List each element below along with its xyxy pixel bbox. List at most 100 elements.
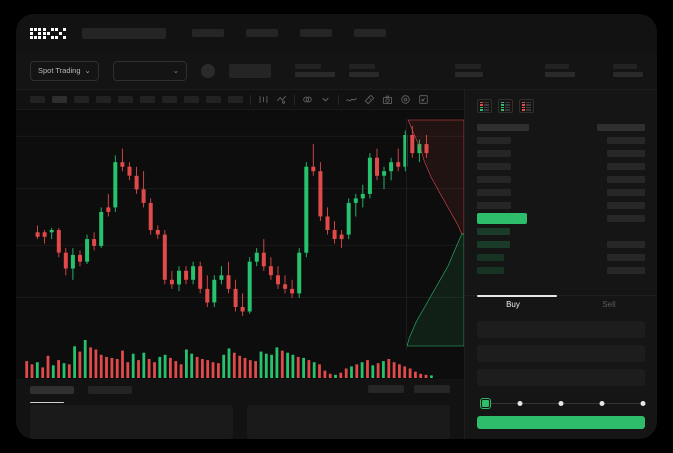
orderbook-price-cell [477, 124, 529, 131]
settings-gear-icon[interactable] [400, 94, 411, 105]
line-chart-icon[interactable] [346, 94, 357, 105]
bottom-btn-cancel-all[interactable] [414, 385, 450, 393]
pair-dropdown[interactable]: ⌄ [112, 60, 188, 81]
stat-high-24h [455, 64, 483, 77]
orderbook-size-cell [607, 176, 645, 183]
tab-buy[interactable]: Buy [506, 300, 520, 310]
toolbar-divider [338, 94, 339, 105]
tf-1h-button[interactable] [118, 96, 133, 103]
bottom-panel-right [247, 405, 450, 439]
ob-view-asks-only-icon[interactable] [519, 99, 534, 113]
orderbook-size-cell [607, 150, 645, 157]
orderbook-price-cell [477, 137, 511, 144]
tf-1w-button[interactable] [184, 96, 199, 103]
orderbook-row[interactable] [477, 212, 645, 225]
volume-histogram [25, 340, 433, 378]
stat-volume-24h [613, 64, 643, 77]
search-input[interactable] [82, 27, 166, 39]
orderbook-size-cell [607, 241, 645, 248]
tf-4h-button[interactable] [140, 96, 155, 103]
nav-item-more[interactable] [354, 29, 386, 37]
orderbook-price-cell [477, 267, 504, 274]
trading-app-screen: Spot Trading ⌄ ⌄ [16, 14, 657, 439]
candlestick-chart[interactable] [16, 110, 464, 328]
orderbook-price-cell [477, 163, 511, 170]
pair-name [229, 63, 271, 78]
bottom-orders-section [16, 379, 464, 439]
bottom-panels [16, 405, 464, 439]
tf-5m-button[interactable] [52, 96, 67, 103]
logo-glyph-o [30, 27, 41, 39]
orderbook-row[interactable] [477, 147, 645, 160]
fullscreen-icon[interactable] [418, 94, 429, 105]
orderbook-row[interactable] [477, 160, 645, 173]
tf-30m-button[interactable] [96, 96, 111, 103]
orderbook-row[interactable] [477, 173, 645, 186]
orderbook-row[interactable] [477, 199, 645, 212]
toolbar-divider [250, 94, 251, 105]
slider-handle[interactable] [481, 398, 490, 408]
orderbook-price-cell [477, 176, 511, 183]
active-tab-underline [30, 401, 64, 403]
orderbook-price-cell [477, 228, 510, 235]
order-total-field[interactable] [477, 369, 645, 387]
orderbook[interactable] [465, 119, 657, 291]
orderbook-size-cell [607, 202, 645, 209]
nav-item-markets[interactable] [246, 29, 278, 37]
ob-view-both-icon[interactable] [477, 99, 492, 113]
stat-change-24h [349, 64, 379, 77]
chevron-down-icon: ⌄ [172, 66, 180, 75]
orderbook-price-cell [477, 254, 504, 261]
orderbook-size-cell [597, 124, 645, 131]
order-amount-field[interactable] [477, 345, 645, 363]
orderbook-row[interactable] [477, 264, 645, 277]
orderbook-row[interactable] [477, 225, 645, 238]
orderbook-view-toggles [465, 90, 657, 119]
tf-15m-button[interactable] [74, 96, 89, 103]
bottom-btn-hide-other-pairs[interactable] [368, 385, 404, 393]
nav-item-buy-crypto[interactable] [192, 29, 224, 37]
coin-avatar [201, 63, 216, 78]
tab-open-orders[interactable] [30, 386, 74, 394]
tab-order-history[interactable] [88, 386, 132, 394]
tab-sell[interactable]: Sell [602, 300, 616, 310]
compare-icon[interactable] [302, 94, 313, 105]
orderbook-row[interactable] [477, 238, 645, 251]
indicators-icon[interactable] [276, 94, 287, 105]
tf-1mo-button[interactable] [206, 96, 221, 103]
orderbook-price-cell [477, 213, 527, 224]
tf-1d-button[interactable] [162, 96, 177, 103]
tf-more-button[interactable] [228, 96, 243, 103]
ob-view-bids-only-icon[interactable] [498, 99, 513, 113]
orderbook-price-cell [477, 150, 511, 157]
chart-toolbar [16, 90, 464, 110]
slider-step-100[interactable] [640, 400, 646, 406]
slider-step-50[interactable] [558, 400, 564, 406]
trading-mode-label: Spot Trading [38, 66, 81, 75]
candlestick-icon[interactable] [258, 94, 269, 105]
slider-step-25[interactable] [517, 400, 523, 406]
chevron-down-icon[interactable] [320, 94, 331, 105]
order-amount-slider[interactable] [479, 397, 646, 409]
stat-last-price [295, 64, 335, 77]
camera-icon[interactable] [382, 94, 393, 105]
nav-item-trade[interactable] [300, 29, 332, 37]
order-price-field[interactable] [477, 321, 645, 339]
submit-order-button[interactable] [477, 416, 645, 429]
slider-step-75[interactable] [599, 400, 605, 406]
trading-mode-dropdown[interactable]: Spot Trading ⌄ [30, 60, 99, 81]
orderbook-row[interactable] [477, 121, 645, 134]
tf-1m-button[interactable] [30, 96, 45, 103]
orderbook-row[interactable] [477, 134, 645, 147]
right-sidebar: Buy Sell [464, 90, 657, 439]
bottom-tabbar [16, 379, 464, 403]
okx-logo[interactable] [30, 27, 66, 39]
depth-chart-overlay [406, 118, 464, 350]
orderbook-row[interactable] [477, 251, 645, 264]
logo-glyph-x [55, 27, 66, 39]
orderbook-size-cell [607, 189, 645, 196]
ruler-icon[interactable] [364, 94, 375, 105]
orderbook-size-cell [607, 137, 645, 144]
orderbook-row[interactable] [477, 186, 645, 199]
chart-panel[interactable] [16, 110, 464, 379]
